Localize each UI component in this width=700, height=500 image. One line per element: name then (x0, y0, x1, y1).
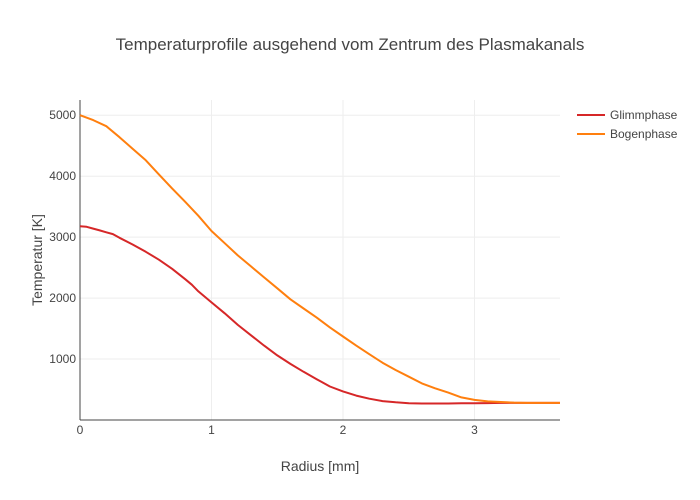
y-tick-label: 5000 (49, 108, 76, 122)
series-lines (79, 114, 560, 405)
axes (79, 100, 560, 421)
series-line-bogenphase (79, 114, 560, 404)
chart-title: Temperaturprofile ausgehend vom Zentrum … (116, 35, 585, 54)
x-tick-label: 0 (77, 423, 84, 437)
legend[interactable]: Glimmphase Bogenphase (577, 108, 678, 141)
x-tick-label: 1 (208, 423, 215, 437)
legend-item-glimmphase[interactable]: Glimmphase (577, 108, 678, 122)
x-axis-title: Radius [mm] (281, 458, 360, 474)
x-tick-label: 3 (471, 423, 478, 437)
legend-label: Glimmphase (610, 108, 678, 122)
y-tick-label: 1000 (49, 352, 76, 366)
legend-label: Bogenphase (610, 127, 678, 141)
y-tick-label: 3000 (49, 230, 76, 244)
x-axis-ticks: 0 1 2 3 (77, 423, 479, 437)
y-tick-label: 4000 (49, 169, 76, 183)
y-tick-label: 2000 (49, 291, 76, 305)
series-line-glimmphase (79, 225, 560, 405)
y-axis-ticks: 1000 2000 3000 4000 5000 (49, 108, 76, 366)
x-tick-label: 2 (340, 423, 347, 437)
gridlines (80, 100, 560, 420)
legend-item-bogenphase[interactable]: Bogenphase (577, 127, 678, 141)
y-axis-title: Temperatur [K] (29, 214, 45, 306)
